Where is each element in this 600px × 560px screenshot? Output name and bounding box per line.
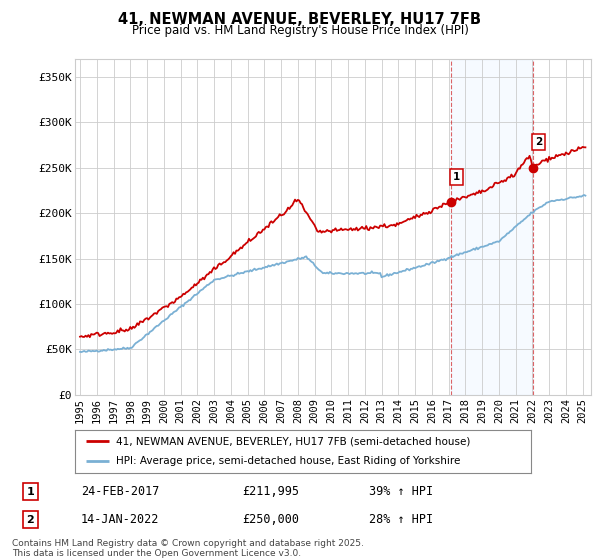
Text: 39% ↑ HPI: 39% ↑ HPI — [369, 485, 433, 498]
Text: £211,995: £211,995 — [242, 485, 299, 498]
Text: 24-FEB-2017: 24-FEB-2017 — [81, 485, 160, 498]
Text: HPI: Average price, semi-detached house, East Riding of Yorkshire: HPI: Average price, semi-detached house,… — [116, 456, 460, 466]
Text: £250,000: £250,000 — [242, 513, 299, 526]
Text: 2: 2 — [535, 137, 542, 147]
Text: Price paid vs. HM Land Registry's House Price Index (HPI): Price paid vs. HM Land Registry's House … — [131, 24, 469, 36]
Text: Contains HM Land Registry data © Crown copyright and database right 2025.
This d: Contains HM Land Registry data © Crown c… — [12, 539, 364, 558]
Text: 1: 1 — [26, 487, 34, 497]
Text: 28% ↑ HPI: 28% ↑ HPI — [369, 513, 433, 526]
Text: 1: 1 — [453, 172, 460, 182]
Text: 2: 2 — [26, 515, 34, 525]
Bar — [451, 59, 533, 395]
Text: 14-JAN-2022: 14-JAN-2022 — [81, 513, 160, 526]
Text: 41, NEWMAN AVENUE, BEVERLEY, HU17 7FB (semi-detached house): 41, NEWMAN AVENUE, BEVERLEY, HU17 7FB (s… — [116, 436, 470, 446]
Text: 41, NEWMAN AVENUE, BEVERLEY, HU17 7FB: 41, NEWMAN AVENUE, BEVERLEY, HU17 7FB — [119, 12, 482, 27]
